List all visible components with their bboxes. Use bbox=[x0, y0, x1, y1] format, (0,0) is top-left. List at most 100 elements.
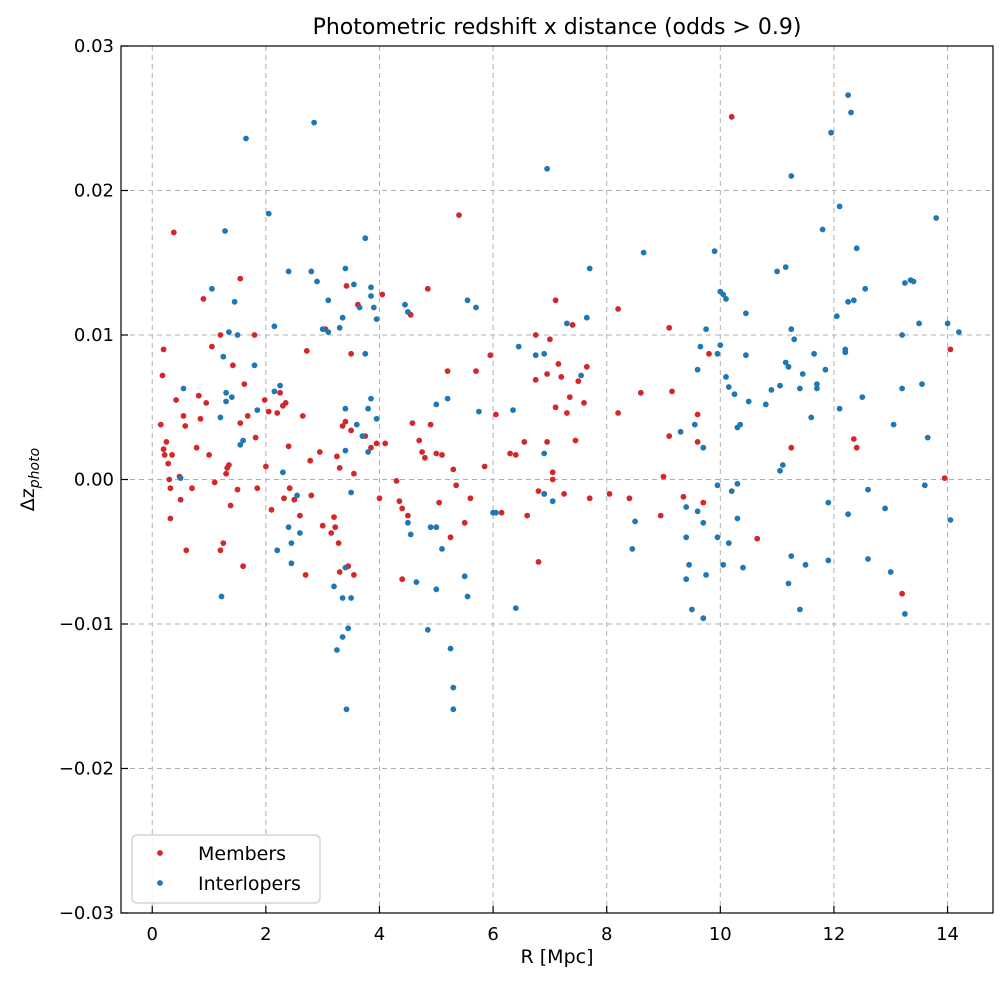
data-point bbox=[578, 372, 584, 379]
data-point bbox=[547, 336, 553, 343]
data-point bbox=[743, 352, 749, 359]
data-point bbox=[666, 324, 673, 331]
data-point bbox=[493, 411, 499, 418]
data-point bbox=[575, 378, 582, 385]
data-point bbox=[822, 366, 829, 373]
data-point bbox=[583, 363, 590, 370]
data-point bbox=[335, 540, 342, 546]
data-point bbox=[683, 576, 690, 583]
data-point bbox=[723, 296, 729, 302]
data-point bbox=[467, 495, 474, 502]
data-point bbox=[422, 454, 428, 461]
y-tick-label: 0.00 bbox=[74, 470, 114, 491]
data-point bbox=[788, 444, 795, 451]
data-point bbox=[853, 444, 860, 451]
data-point bbox=[740, 564, 746, 571]
data-point bbox=[700, 615, 707, 622]
data-point bbox=[728, 488, 735, 494]
data-point bbox=[700, 444, 707, 451]
series-interlopers bbox=[177, 92, 962, 713]
data-point bbox=[166, 476, 173, 483]
data-point bbox=[173, 397, 180, 403]
data-point bbox=[714, 534, 721, 541]
series-members bbox=[157, 113, 954, 597]
data-point bbox=[825, 499, 832, 506]
data-point bbox=[373, 415, 380, 422]
data-point bbox=[802, 561, 809, 568]
data-point bbox=[342, 564, 349, 571]
data-point bbox=[450, 706, 457, 713]
data-point bbox=[706, 350, 712, 357]
data-point bbox=[427, 421, 434, 428]
data-point bbox=[197, 415, 204, 422]
data-point bbox=[433, 401, 440, 408]
data-point bbox=[473, 368, 479, 374]
data-point bbox=[277, 389, 283, 396]
data-point bbox=[782, 359, 789, 366]
data-point bbox=[666, 433, 673, 439]
y-tick-label: −0.03 bbox=[59, 903, 114, 924]
data-point bbox=[615, 306, 621, 312]
data-point bbox=[311, 119, 317, 126]
data-point bbox=[227, 502, 234, 509]
data-point bbox=[808, 414, 815, 421]
data-point bbox=[836, 405, 843, 412]
data-point bbox=[167, 485, 174, 492]
data-point bbox=[240, 563, 247, 570]
data-point bbox=[456, 212, 462, 219]
data-point bbox=[405, 309, 411, 315]
data-point bbox=[711, 248, 718, 255]
data-point bbox=[924, 434, 931, 441]
data-point bbox=[510, 407, 516, 413]
data-point bbox=[314, 278, 320, 285]
data-point bbox=[691, 421, 698, 428]
data-point bbox=[405, 519, 411, 526]
data-point bbox=[845, 298, 851, 305]
data-point bbox=[424, 626, 431, 633]
data-point bbox=[328, 530, 335, 536]
data-point bbox=[720, 291, 727, 298]
data-point bbox=[725, 384, 732, 390]
data-point bbox=[206, 452, 213, 458]
data-point bbox=[277, 382, 283, 389]
data-point bbox=[532, 376, 539, 383]
data-point bbox=[183, 547, 190, 554]
data-point bbox=[348, 427, 354, 434]
data-point bbox=[342, 447, 349, 454]
data-point bbox=[541, 350, 548, 357]
data-point bbox=[209, 285, 215, 292]
data-point bbox=[825, 557, 832, 564]
data-point bbox=[382, 440, 389, 447]
data-point bbox=[339, 423, 346, 429]
data-point bbox=[348, 489, 354, 496]
data-point bbox=[195, 392, 202, 399]
data-point bbox=[814, 385, 820, 392]
data-point bbox=[268, 506, 275, 513]
data-point bbox=[677, 428, 684, 435]
data-point bbox=[302, 572, 309, 578]
data-point bbox=[629, 546, 636, 552]
data-point bbox=[947, 517, 954, 523]
data-point bbox=[461, 519, 468, 526]
data-point bbox=[280, 469, 286, 476]
data-point bbox=[393, 478, 400, 484]
data-point bbox=[615, 410, 621, 416]
data-point bbox=[703, 572, 709, 578]
data-point bbox=[689, 606, 695, 613]
data-point bbox=[797, 385, 803, 392]
data-point bbox=[373, 316, 380, 322]
data-point bbox=[217, 547, 224, 554]
data-point bbox=[439, 546, 445, 552]
data-point bbox=[261, 397, 268, 403]
data-point bbox=[723, 374, 729, 380]
data-point bbox=[319, 326, 326, 333]
data-point bbox=[544, 439, 550, 445]
data-point bbox=[737, 421, 744, 428]
data-point bbox=[447, 645, 454, 652]
data-point bbox=[334, 453, 340, 460]
data-point bbox=[203, 400, 210, 406]
data-point bbox=[160, 346, 167, 353]
data-point bbox=[865, 486, 871, 493]
data-point bbox=[170, 229, 177, 236]
data-point bbox=[237, 275, 244, 282]
